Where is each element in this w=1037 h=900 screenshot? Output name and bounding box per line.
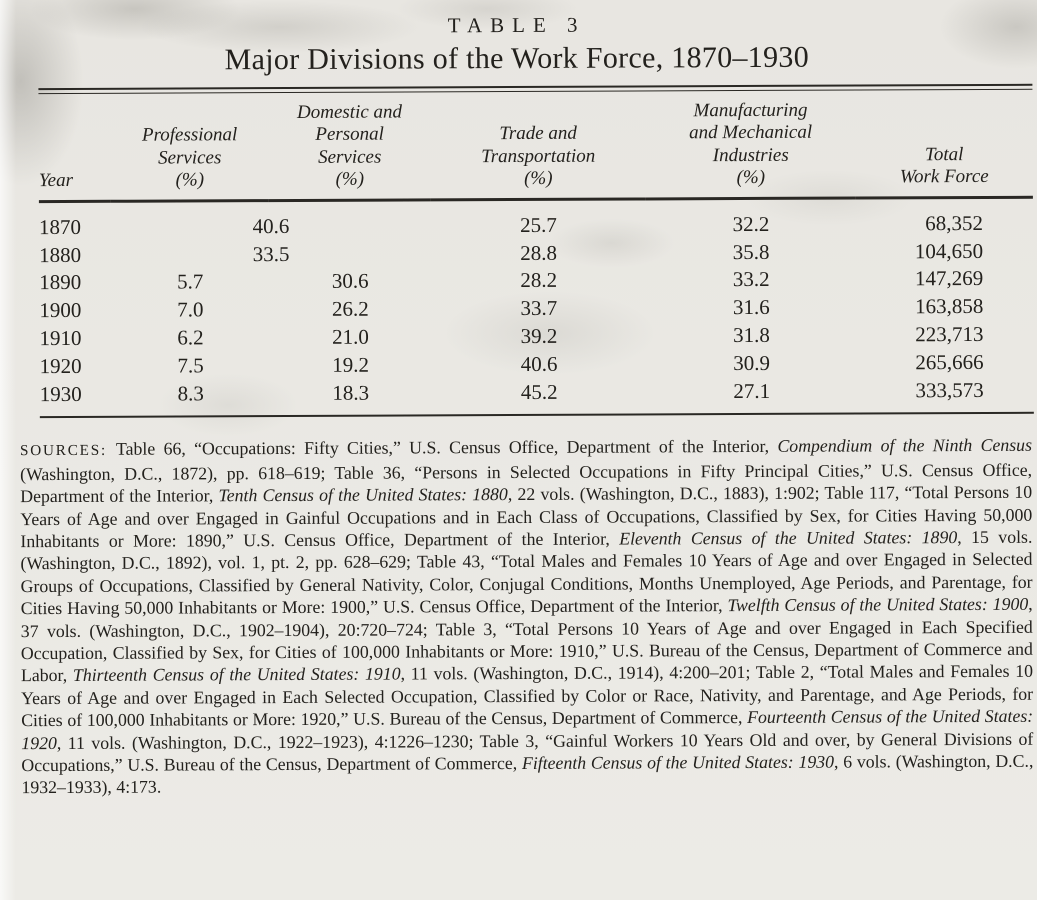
table-cell: 1930: [39, 381, 82, 406]
sources-text: Table 66, “Occupations: Fifty Cities,” U…: [20, 435, 1033, 798]
column-header-year: Year: [38, 93, 111, 202]
table-cell: 5.7: [177, 269, 204, 294]
source-citation-title: Eleventh Census of the United States: 18…: [619, 527, 958, 549]
table-cell: 1880: [39, 242, 82, 267]
table-cell: 28.2: [520, 268, 558, 293]
table-cell: 68,352: [925, 210, 984, 235]
table-cell: 31.8: [733, 323, 770, 348]
table-row: 1870 40.6 25.7 32.2 68,352: [39, 197, 1033, 241]
source-citation-text: Table 66, “Occupations: Fifty Cities,” U…: [115, 436, 778, 460]
bottom-rule: [39, 412, 1034, 419]
table-cell: 147,269: [914, 266, 984, 291]
table-number-label: TABLE 3: [447, 12, 586, 38]
table-cell: 18.3: [332, 380, 370, 405]
table-cell: 1920: [39, 353, 82, 379]
column-header-4: Manufacturing and Mechanical Industries …: [645, 90, 856, 199]
source-citation-title: Compendium of the Ninth Census: [777, 435, 1033, 457]
table-cell: 333,573: [915, 377, 984, 403]
table-cell: 163,858: [915, 294, 984, 319]
column-header-5: Total Work Force: [855, 89, 1033, 198]
table-cell: 7.5: [177, 353, 204, 378]
table-cell: 1870: [38, 214, 82, 239]
table-row: 1900 7.0 26.2 33.7 31.6 163,858: [39, 293, 1033, 325]
sources-label: SOURCES:: [19, 442, 108, 460]
table-cell: 33.7: [520, 296, 558, 321]
sources-paragraph: SOURCES: Table 66, “Occupations: Fifty Ci…: [20, 434, 1034, 799]
table-header: Year Professional Services (%) Domestic an…: [38, 89, 1033, 202]
table-cell: 28.8: [520, 240, 558, 265]
table-cell: 6.2: [177, 325, 204, 350]
table-cell: 1910: [39, 326, 82, 351]
table-cell: 31.6: [732, 295, 770, 320]
table-cell: 39.2: [520, 323, 558, 349]
column-header-3: Trade and Transportation (%): [430, 91, 646, 200]
source-citation-title: Fifteenth Census of the United States: 1…: [521, 751, 835, 774]
table-header-row: Year Professional Services (%) Domestic an…: [38, 89, 1033, 202]
workforce-table: Year Professional Services (%) Domestic an…: [38, 89, 1034, 409]
table-cell: 33.2: [732, 267, 770, 292]
table-cell: 19.2: [332, 352, 370, 377]
table-cell: 1900: [39, 298, 82, 323]
table-cell: 32.2: [732, 211, 770, 236]
source-citation-title: Tenth Census of the United States: 1880: [218, 484, 508, 506]
table-cell: 7.0: [177, 297, 204, 322]
table-body: 1870 40.6 25.7 32.2 68,352 1880 33.5 28.8 35.8 10…: [39, 197, 1034, 409]
table-cell: 1890: [39, 270, 82, 295]
table-cell: 33.5: [252, 241, 290, 266]
table-cell: 30.9: [733, 350, 771, 376]
table-cell: 40.6: [520, 351, 558, 376]
source-citation-title: Thirteenth Census of the United States: …: [72, 663, 401, 686]
table-cell: 25.7: [520, 212, 557, 237]
table-cell: 40.6: [252, 213, 290, 238]
source-citation-title: Twelfth Census of the United States: 190…: [727, 593, 1029, 616]
table-row: 1910 6.2 21.0 39.2 31.8 223,713: [39, 320, 1033, 352]
table-row: 1890 5.7 30.6 28.2 33.2 147,269: [39, 265, 1033, 297]
table-cell: 45.2: [520, 379, 558, 404]
table-cell: 104,650: [914, 238, 984, 263]
table-cell: 21.0: [332, 324, 369, 349]
table-cell: 265,666: [915, 349, 984, 375]
table-cell: 35.8: [732, 239, 770, 264]
table-row: 1920 7.5 19.2 40.6 30.9 265,666: [40, 348, 1034, 380]
column-header-1: Professional Services (%): [110, 93, 269, 201]
table-cell: 26.2: [331, 296, 369, 322]
page-title: Major Divisions of the Work Force, 1870–…: [224, 40, 810, 77]
table-cell: 8.3: [177, 381, 204, 406]
table-cell: 223,713: [915, 322, 984, 347]
table-row: 1930 8.3 18.3 45.2 27.1 333,573: [40, 376, 1034, 408]
table-row: 1880 33.5 28.8 35.8 104,650: [39, 237, 1033, 269]
column-header-2: Domestic and Personal Services (%): [268, 92, 431, 201]
table-cell: 30.6: [331, 269, 369, 294]
table-cell: 27.1: [733, 378, 771, 403]
title-block: TABLE 3 Major Divisions of the Work Forc…: [0, 0, 1035, 78]
